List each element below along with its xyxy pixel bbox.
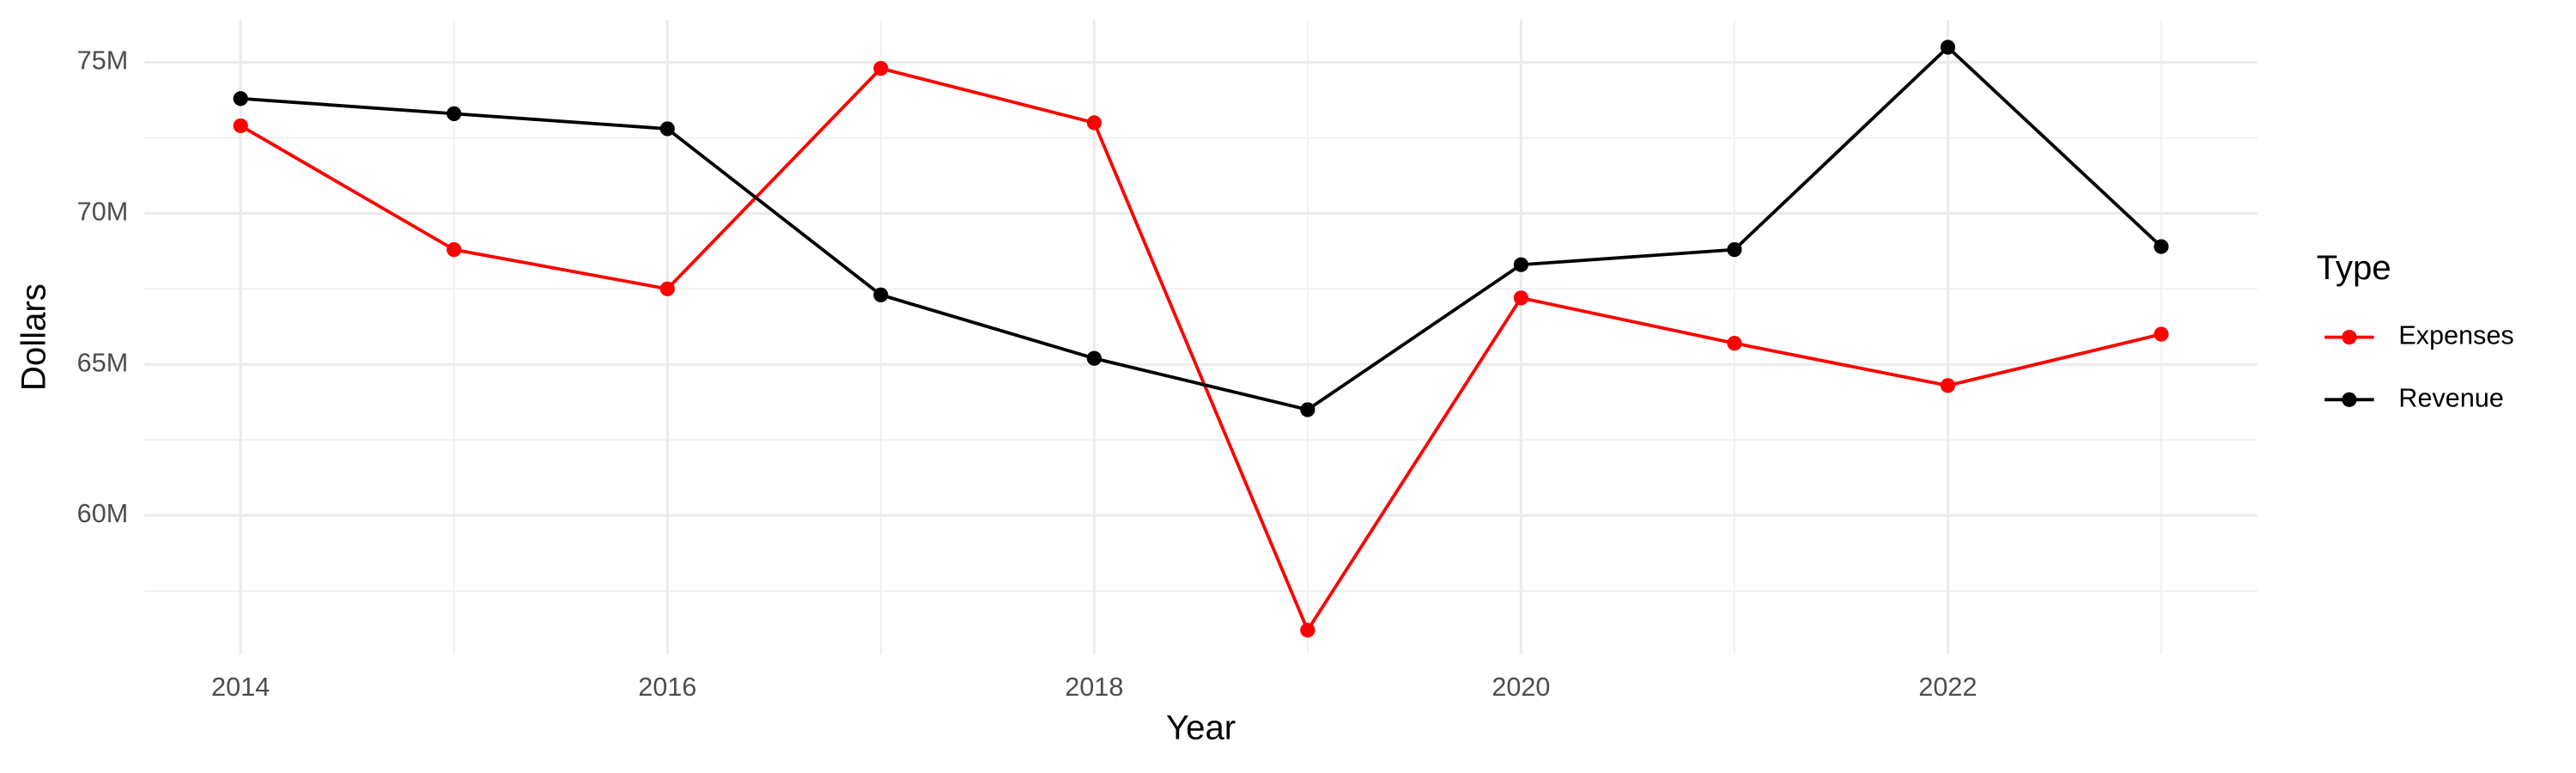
series (233, 40, 2169, 417)
point (2154, 239, 2169, 254)
y-tick-label: 75M (77, 46, 129, 76)
series (233, 61, 2169, 638)
legend-marker (2342, 392, 2357, 407)
x-tick-label: 2018 (1065, 673, 1123, 702)
grid (144, 20, 2257, 654)
legend-marker (2342, 329, 2357, 345)
x-tick-label: 2016 (638, 673, 696, 702)
y-tick-label: 60M (77, 499, 129, 528)
point (447, 106, 462, 121)
x-axis-title: Year (1166, 708, 1236, 746)
legend-label: Revenue (2398, 383, 2504, 412)
legend-title: Type (2317, 248, 2391, 287)
point (233, 118, 248, 134)
point (233, 91, 248, 107)
point (873, 287, 889, 302)
point (1940, 40, 1956, 55)
x-tick-label: 2014 (211, 673, 270, 702)
point (659, 121, 675, 137)
point (1513, 290, 1529, 306)
legend-item: Expenses (2324, 321, 2514, 350)
legend-item: Revenue (2324, 383, 2504, 412)
point (1086, 115, 1102, 131)
point (1727, 336, 1742, 351)
point (1940, 378, 1956, 393)
point (447, 242, 462, 258)
x-tick-label: 2022 (1918, 673, 1977, 702)
point (1300, 623, 1315, 638)
y-tick-label: 70M (77, 198, 129, 227)
point (2154, 326, 2169, 342)
point (1513, 257, 1529, 272)
line (240, 45, 2163, 412)
y-tick-label: 65M (77, 348, 129, 377)
legend-label: Expenses (2398, 321, 2513, 350)
point (1727, 242, 1742, 258)
point (1086, 350, 1102, 366)
point (873, 61, 889, 76)
line (240, 66, 2162, 634)
y-axis-title: Dollars (15, 283, 53, 391)
point (1300, 402, 1315, 417)
x-tick-label: 2020 (1492, 673, 1550, 702)
point (659, 281, 675, 296)
